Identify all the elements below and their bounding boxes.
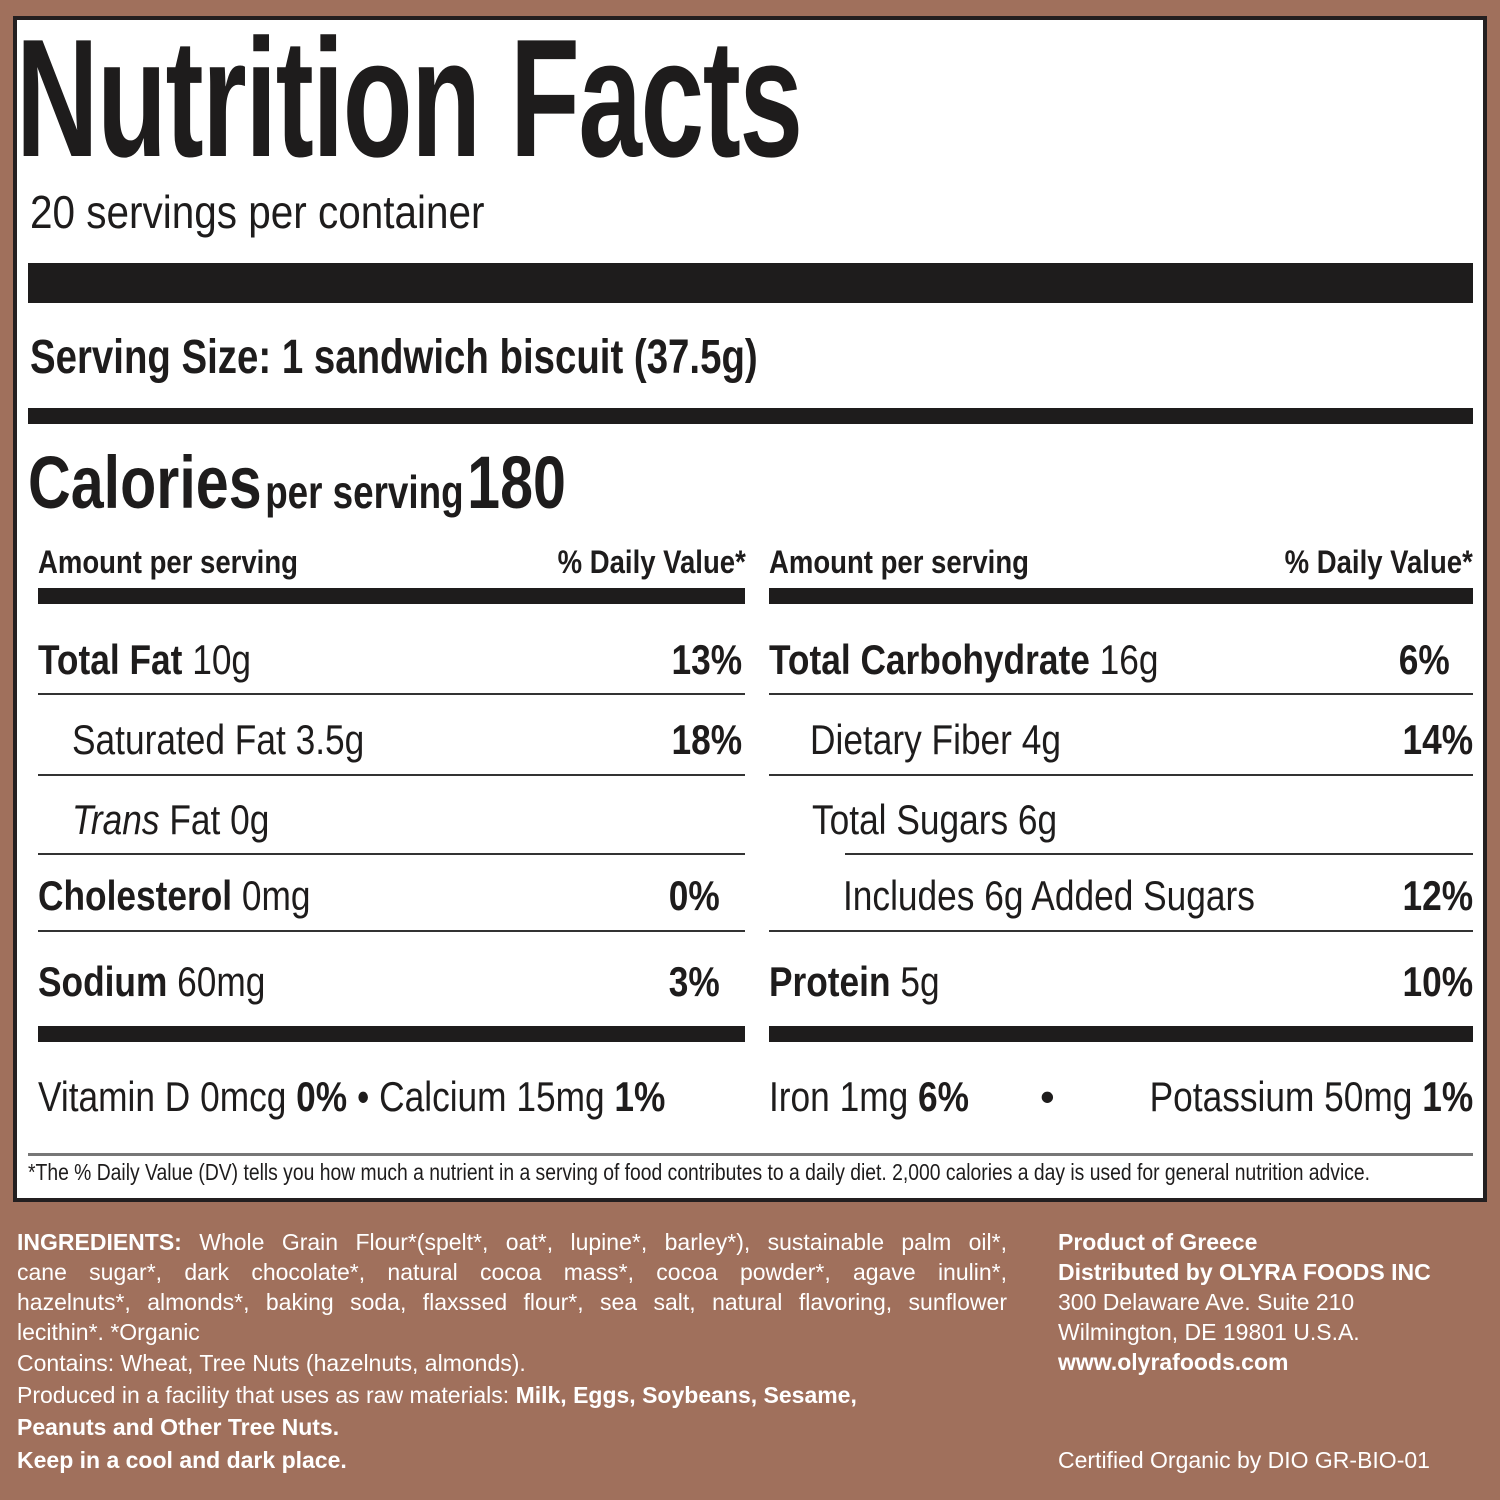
- ingredients: INGREDIENTS: Whole Grain Flour*(spelt*, …: [17, 1229, 1007, 1345]
- dv-total-carbohydrate: 6%: [1399, 636, 1450, 683]
- storage: Keep in a cool and dark place.: [17, 1447, 347, 1473]
- nutrient-total-sugars: Total Sugars 6g: [812, 796, 1058, 843]
- dv-protein: 10%: [1402, 958, 1473, 1005]
- vitamins-left: Vitamin D 0mcg 0% • Calcium 15mg 1%: [38, 1073, 666, 1120]
- nutrient-total-carbohydrate: Total Carbohydrate 16g: [769, 636, 1159, 683]
- dv-added-sugars: 12%: [1402, 872, 1473, 919]
- divider: [769, 1026, 1473, 1042]
- servings-per-container: 20 servings per container: [30, 186, 485, 238]
- nutrient-cholesterol: Cholesterol 0mg: [38, 872, 311, 919]
- allergen-contains: Contains: Wheat, Tree Nuts (hazelnuts, a…: [17, 1350, 526, 1376]
- dv-total-fat: 13%: [671, 636, 742, 683]
- vitamin-potassium: Potassium 50mg 1%: [1149, 1073, 1473, 1120]
- divider: [38, 693, 745, 695]
- divider: [769, 930, 1473, 932]
- vitamin-iron: Iron 1mg 6%: [769, 1073, 970, 1120]
- divider: [38, 853, 745, 855]
- certification: Certified Organic by DIO GR-BIO-01: [1058, 1447, 1430, 1473]
- serving-size: Serving Size: 1 sandwich biscuit (37.5g): [30, 331, 758, 384]
- nutrient-sodium: Sodium 60mg: [38, 958, 266, 1005]
- nutrient-protein: Protein 5g: [769, 958, 940, 1005]
- website-link[interactable]: www.olyrafoods.com: [1058, 1349, 1289, 1375]
- dv-header-left: % Daily Value*: [557, 544, 746, 580]
- divider: [769, 693, 1473, 695]
- footnote: *The % Daily Value (DV) tells you how mu…: [28, 1159, 1371, 1185]
- nutrient-added-sugars: Includes 6g Added Sugars: [843, 872, 1255, 919]
- divider: [845, 853, 1473, 855]
- amount-header-right: Amount per serving: [769, 544, 1029, 580]
- divider: [38, 1026, 745, 1042]
- nutrition-facts-panel: [13, 16, 1487, 1202]
- distributor-info: Product of Greece Distributed by OLYRA F…: [1058, 1229, 1431, 1375]
- dv-sodium: 3%: [669, 958, 720, 1005]
- nutrient-total-fat: Total Fat 10g: [38, 636, 252, 683]
- dv-cholesterol: 0%: [669, 872, 720, 919]
- divider: [769, 588, 1473, 604]
- calories-row: Calories per serving 180: [28, 441, 566, 524]
- label-title: Nutrition Facts: [16, 4, 803, 192]
- nutrient-trans-fat: Trans Fat 0g: [72, 796, 270, 843]
- bullet: •: [1040, 1073, 1055, 1120]
- divider: [38, 930, 745, 932]
- divider: [28, 1153, 1473, 1156]
- dv-saturated-fat: 18%: [671, 716, 742, 763]
- amount-header-left: Amount per serving: [38, 544, 298, 580]
- facility-statement: Produced in a facility that uses as raw …: [17, 1382, 857, 1408]
- facility-statement-cont: Peanuts and Other Tree Nuts.: [17, 1414, 340, 1440]
- nutrient-saturated-fat: Saturated Fat 3.5g: [72, 716, 365, 763]
- divider: [38, 588, 745, 604]
- dv-header-right: % Daily Value*: [1284, 544, 1473, 580]
- nutrient-dietary-fiber: Dietary Fiber 4g: [810, 716, 1061, 763]
- calories-value: 180: [467, 441, 566, 524]
- divider: [769, 774, 1473, 776]
- thick-divider: [28, 263, 1473, 303]
- dv-dietary-fiber: 14%: [1402, 716, 1473, 763]
- divider: [28, 408, 1473, 424]
- divider: [38, 774, 745, 776]
